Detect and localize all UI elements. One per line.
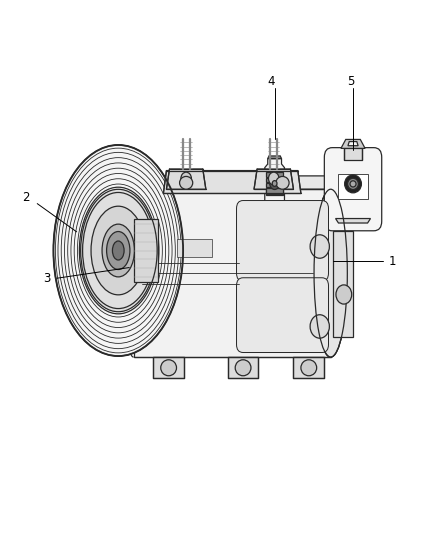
Polygon shape [134,176,337,189]
Polygon shape [228,357,258,378]
Ellipse shape [106,231,130,270]
Ellipse shape [102,224,134,277]
Polygon shape [134,189,331,357]
FancyBboxPatch shape [338,174,368,199]
Polygon shape [266,174,283,195]
Polygon shape [268,156,282,159]
FancyBboxPatch shape [237,278,328,352]
Polygon shape [341,140,365,148]
Ellipse shape [113,241,124,260]
Text: 3: 3 [44,272,51,285]
Ellipse shape [314,189,347,357]
Polygon shape [153,357,184,378]
Text: 1: 1 [388,255,396,268]
Polygon shape [333,230,353,337]
Ellipse shape [276,176,289,189]
FancyBboxPatch shape [324,148,382,231]
Polygon shape [266,183,283,187]
Polygon shape [254,169,293,189]
Ellipse shape [268,172,279,185]
Ellipse shape [272,181,277,187]
Polygon shape [134,219,158,282]
Ellipse shape [53,145,183,356]
FancyBboxPatch shape [177,238,212,257]
Text: 4: 4 [268,75,276,87]
Ellipse shape [310,314,329,338]
Ellipse shape [181,172,191,185]
Ellipse shape [81,189,156,312]
Ellipse shape [314,189,347,357]
Polygon shape [266,188,283,192]
Ellipse shape [180,176,193,189]
Ellipse shape [336,285,352,304]
Ellipse shape [345,175,361,193]
Polygon shape [265,159,285,204]
Polygon shape [266,173,283,177]
Polygon shape [344,148,362,160]
Ellipse shape [91,206,145,295]
Polygon shape [293,357,324,378]
Polygon shape [348,142,358,146]
Text: 2: 2 [22,191,30,204]
Ellipse shape [270,177,279,189]
FancyBboxPatch shape [237,200,328,281]
Ellipse shape [310,235,329,258]
Polygon shape [336,219,371,223]
Polygon shape [166,169,206,189]
Ellipse shape [301,360,317,376]
Ellipse shape [235,360,251,376]
Ellipse shape [161,360,177,376]
Ellipse shape [350,181,356,187]
Text: 5: 5 [347,75,354,87]
Ellipse shape [348,178,358,190]
Polygon shape [266,177,283,182]
Polygon shape [163,171,301,193]
